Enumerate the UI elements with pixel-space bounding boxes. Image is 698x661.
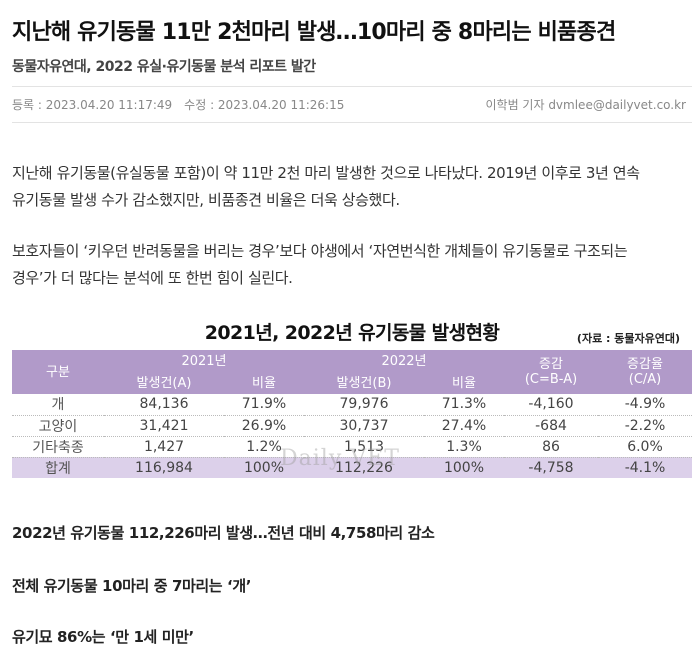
article-meta: 등록 : 2023.04.20 11:17:49 수정 : 2023.04.20 … xyxy=(12,96,692,113)
section-heading-3: 유기묘 86%는 ‘만 1세 미만’ xyxy=(12,628,194,646)
cell-ratio-2022: 100% xyxy=(424,457,504,478)
header-change-line-1: 증감 xyxy=(539,357,563,372)
cell-count-2021: 84,136 xyxy=(104,394,224,416)
cell-ratio-2021: 71.9% xyxy=(224,394,304,416)
row-category: 고양이 xyxy=(12,415,104,437)
header-change-line-2: (C=B-A) xyxy=(524,372,578,387)
paragraph-2: 보호자들이 ‘키우던 반려동물을 버리는 경우’보다 야생에서 ‘자연번식한 개… xyxy=(12,238,692,292)
meta-bottom-divider xyxy=(12,122,692,123)
header-rate-line-2: (C/A) xyxy=(628,372,662,387)
cell-ratio-2022: 27.4% xyxy=(424,415,504,437)
table-total-row: 합계 116,984 100% 112,226 100% -4,758 -4.1… xyxy=(12,457,692,478)
header-year-2022: 2022년 xyxy=(304,350,504,372)
cell-ratio-2022: 71.3% xyxy=(424,394,504,416)
table-source: (자료 : 동물자유연대) xyxy=(576,332,680,345)
row-category: 기타축종 xyxy=(12,436,104,458)
cell-rate: -4.1% xyxy=(598,457,692,478)
stats-table: 구분 2021년 2022년 증감 (C=B-A) 증감율 (C/A) 발생건(A)… xyxy=(12,350,692,478)
section-heading-2: 전체 유기동물 10마리 중 7마리는 ‘개’ xyxy=(12,577,252,595)
header-count-a: 발생건(A) xyxy=(104,372,224,394)
header-ratio-2022: 비율 xyxy=(424,372,504,394)
article-headline: 지난해 유기동물 11만 2천마리 발생…10마리 중 8마리는 비품종견 xyxy=(12,20,616,45)
header-year-2021: 2021년 xyxy=(104,350,304,372)
cell-change: -684 xyxy=(504,415,598,437)
cell-rate: -2.2% xyxy=(598,415,692,437)
row-category: 개 xyxy=(12,394,104,416)
cell-count-2022: 30,737 xyxy=(304,415,424,437)
cell-ratio-2022: 1.3% xyxy=(424,436,504,458)
paragraph-1-line-2: 유기동물 발생 수가 감소했지만, 비품종견 비율은 더욱 상승했다. xyxy=(12,191,400,209)
table-row: 기타축종 1,427 1.2% 1,513 1.3% 86 6.0% xyxy=(12,436,692,458)
table-title: 2021년, 2022년 유기동물 발생현황 xyxy=(204,322,500,344)
paragraph-1-line-1: 지난해 유기동물(유실동물 포함)이 약 11만 2천 마리 발생한 것으로 나… xyxy=(12,164,640,182)
paragraph-2-line-2: 경우’가 더 많다는 분석에 또 한번 힘이 실린다. xyxy=(12,269,293,287)
header-rate: 증감율 (C/A) xyxy=(598,350,692,394)
registered-date: 등록 : 2023.04.20 11:17:49 xyxy=(12,98,173,112)
cell-change: -4,758 xyxy=(504,457,598,478)
section-heading-1: 2022년 유기동물 112,226마리 발생…전년 대비 4,758마리 감소 xyxy=(12,524,435,542)
cell-count-2021: 116,984 xyxy=(104,457,224,478)
cell-count-2021: 31,421 xyxy=(104,415,224,437)
article-subheadline: 동물자유연대, 2022 유실·유기동물 분석 리포트 발간 xyxy=(12,59,316,75)
header-change: 증감 (C=B-A) xyxy=(504,350,598,394)
header-category: 구분 xyxy=(12,350,104,394)
cell-rate: 6.0% xyxy=(598,436,692,458)
table-row: 고양이 31,421 26.9% 30,737 27.4% -684 -2.2% xyxy=(12,415,692,437)
cell-ratio-2021: 26.9% xyxy=(224,415,304,437)
meta-top-divider xyxy=(12,86,692,87)
cell-count-2022: 79,976 xyxy=(304,394,424,416)
byline[interactable]: 이학범 기자 dvmlee@dailyvet.co.kr xyxy=(485,98,686,112)
cell-change: 86 xyxy=(504,436,598,458)
header-rate-line-1: 증감율 xyxy=(627,357,663,372)
cell-ratio-2021: 1.2% xyxy=(224,436,304,458)
row-category: 합계 xyxy=(12,457,104,478)
cell-count-2022: 1,513 xyxy=(304,436,424,458)
cell-count-2021: 1,427 xyxy=(104,436,224,458)
cell-count-2022: 112,226 xyxy=(304,457,424,478)
paragraph-1: 지난해 유기동물(유실동물 포함)이 약 11만 2천 마리 발생한 것으로 나… xyxy=(12,160,692,214)
header-count-b: 발생건(B) xyxy=(304,372,424,394)
table-row: 개 84,136 71.9% 79,976 71.3% -4,160 -4.9% xyxy=(12,394,692,416)
cell-ratio-2021: 100% xyxy=(224,457,304,478)
modified-date: 수정 : 2023.04.20 11:26:15 xyxy=(184,98,345,112)
cell-change: -4,160 xyxy=(504,394,598,416)
header-ratio-2021: 비율 xyxy=(224,372,304,394)
paragraph-2-line-1: 보호자들이 ‘키우던 반려동물을 버리는 경우’보다 야생에서 ‘자연번식한 개… xyxy=(12,242,628,260)
cell-rate: -4.9% xyxy=(598,394,692,416)
